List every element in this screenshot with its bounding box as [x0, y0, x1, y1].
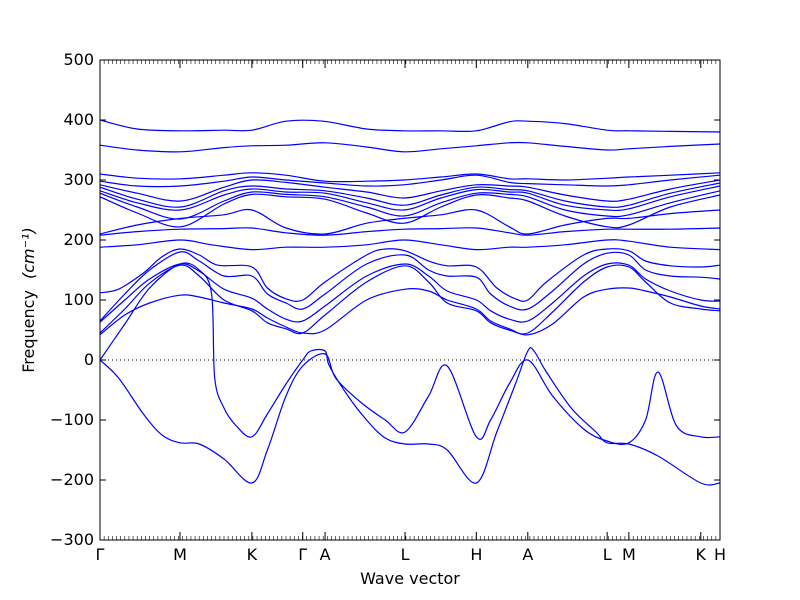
dispersion-band-14	[100, 251, 720, 322]
y-tick-label: 0	[84, 350, 94, 369]
x-tick-label-5: L	[401, 545, 410, 564]
y-axis-label: Frequency (cm⁻¹)	[19, 227, 38, 372]
dispersion-band-17	[100, 287, 720, 336]
x-tick-label-8: L	[603, 545, 612, 564]
y-axis-label-unit: (cm⁻¹)	[19, 227, 38, 279]
x-tick-label-0: Γ	[96, 545, 105, 564]
dispersion-band-19	[100, 353, 720, 484]
x-tick-label-3: Γ	[298, 545, 307, 564]
x-tick-label-2: K	[247, 545, 258, 564]
dispersion-band-2	[100, 141, 720, 153]
dispersion-band-7	[100, 185, 720, 212]
dispersion-band-4	[100, 174, 720, 188]
x-axis-label: Wave vector	[360, 569, 460, 588]
y-tick-label: 400	[63, 110, 94, 129]
y-tick-label: 300	[63, 170, 94, 189]
dispersion-band-1	[100, 119, 720, 133]
y-tick-label: 200	[63, 230, 94, 249]
x-tick-label-9: M	[622, 545, 636, 564]
y-axis-label-text: Frequency	[19, 290, 38, 373]
dispersion-band-18	[100, 262, 720, 486]
y-tick-label: −300	[50, 530, 94, 549]
dispersion-band-6	[100, 182, 720, 208]
dispersion-band-5	[100, 179, 720, 202]
dispersion-band-11	[100, 227, 720, 236]
dispersion-band-13	[100, 248, 720, 302]
x-tick-label-1: M	[173, 545, 187, 564]
y-tick-label: −100	[50, 410, 94, 429]
x-tick-label-10: K	[696, 545, 707, 564]
x-tick-label-7: A	[522, 545, 533, 564]
dispersion-band-8	[100, 190, 720, 220]
x-tick-label-6: H	[470, 545, 482, 564]
x-tick-label-11: H	[714, 545, 726, 564]
dispersion-band-3	[100, 172, 720, 183]
dispersion-band-10	[100, 208, 720, 235]
y-tick-label: 100	[63, 290, 94, 309]
x-tick-label-4: A	[320, 545, 331, 564]
y-tick-label: 500	[63, 50, 94, 69]
y-tick-label: −200	[50, 470, 94, 489]
dispersion-band-16	[100, 264, 720, 335]
dispersion-band-12	[100, 239, 720, 251]
